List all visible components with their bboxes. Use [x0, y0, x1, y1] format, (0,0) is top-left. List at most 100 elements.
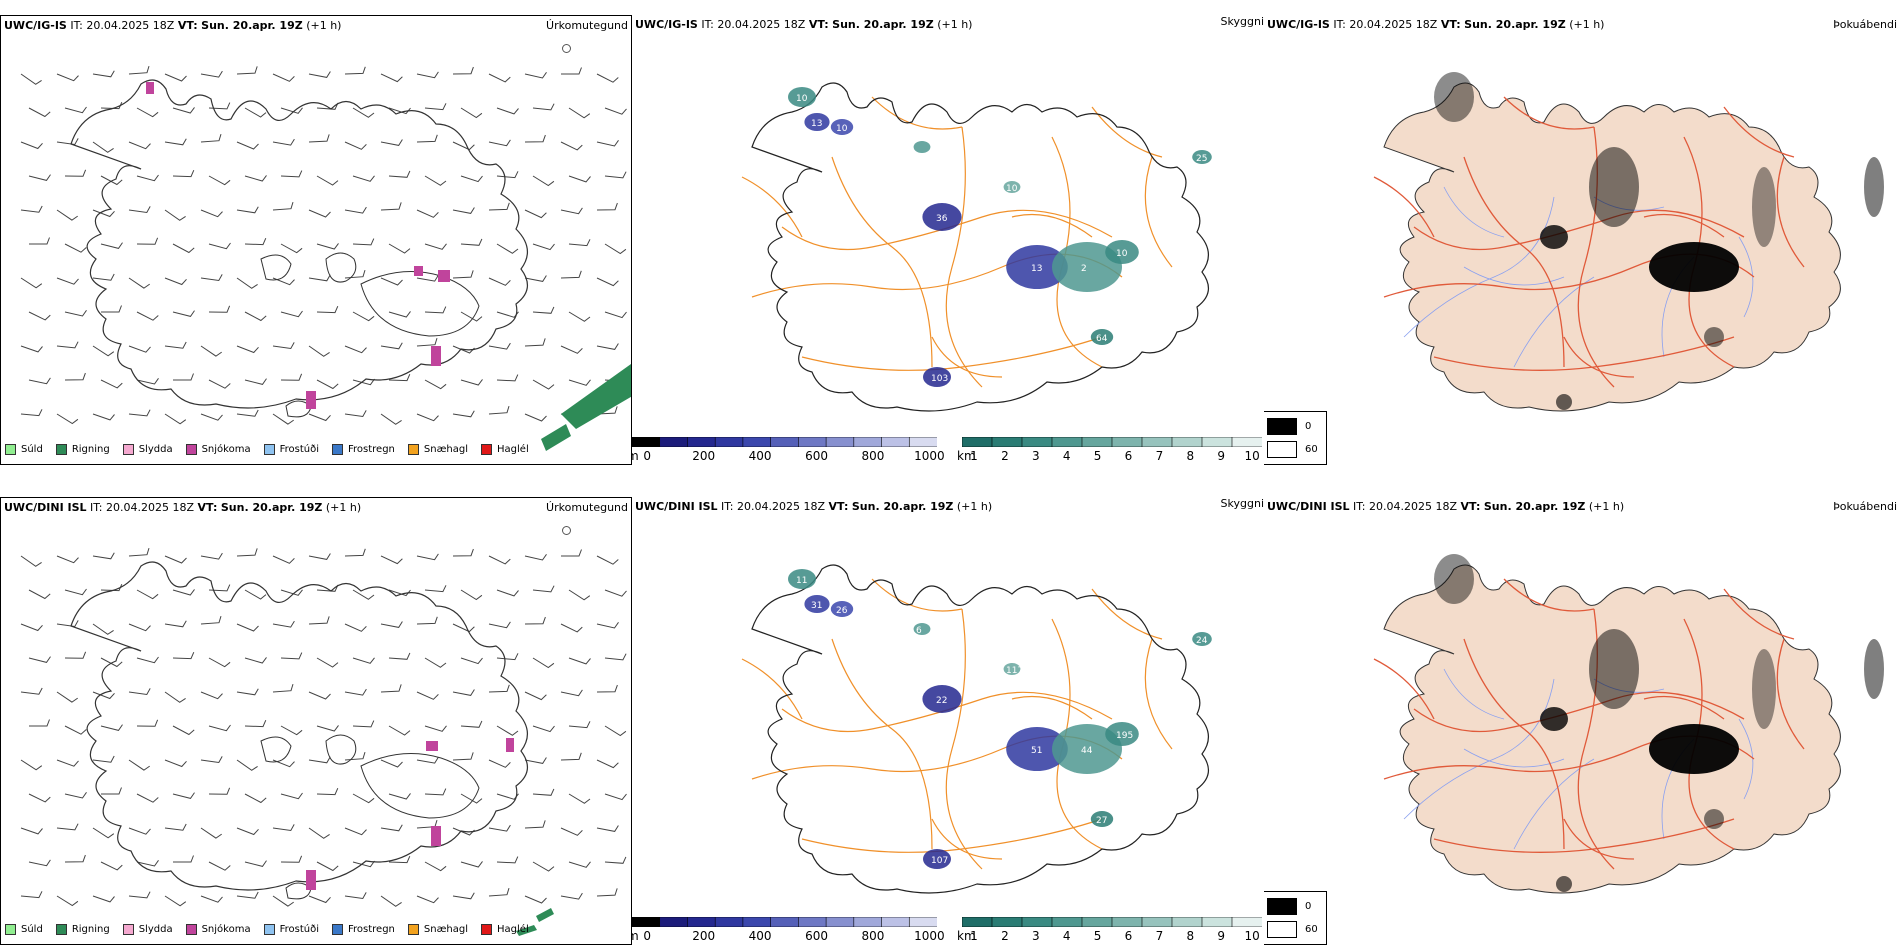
- road: [1723, 588, 1795, 640]
- wind-barb: [344, 141, 367, 150]
- it-value: 20.04.2025 18Z: [1349, 18, 1438, 31]
- wind-barb: [568, 793, 591, 804]
- it-label: IT:: [70, 19, 83, 32]
- wind-barb: [128, 206, 151, 214]
- cloud-label: 64: [1096, 334, 1108, 344]
- river: [1443, 186, 1505, 238]
- wind-barb: [128, 688, 151, 696]
- wind-barb: [424, 379, 447, 390]
- colorbar-segment: [742, 437, 772, 447]
- wind-barb: [424, 175, 447, 186]
- wind-barb: [56, 895, 79, 907]
- model-name: UWC/IG-IS: [1267, 18, 1330, 31]
- wind-barb: [101, 787, 122, 795]
- wind-barb: [308, 553, 331, 560]
- legend-label: Slydda: [138, 924, 173, 935]
- wind-barb: [560, 689, 583, 697]
- it-label: IT:: [721, 500, 734, 513]
- wind-barb: [524, 820, 546, 829]
- wind-barb: [316, 379, 339, 390]
- wind-barb: [308, 71, 331, 78]
- fog-legend-label: 60: [1305, 924, 1318, 935]
- wind-barb: [568, 311, 591, 322]
- fog-title: Þokuábendi: [1833, 500, 1897, 513]
- legend-item: Frostregn: [332, 444, 395, 455]
- wind-barb: [308, 274, 331, 282]
- colorbar-segment: [770, 437, 800, 447]
- precip-panel: UWC/IG-IS IT: 20.04.2025 18Z VT: Sun. 20…: [0, 15, 632, 465]
- wind-barb: [596, 343, 619, 350]
- wind-barb: [488, 342, 511, 350]
- rain-patch: [541, 364, 631, 451]
- wind-barb: [20, 409, 43, 417]
- wind-barb: [308, 616, 330, 625]
- wind-barb: [308, 691, 331, 700]
- wind-barb: [164, 277, 187, 286]
- cloud-map: 10 13 10 36 13 2 10 64 103 10 25: [741, 82, 1212, 412]
- wind-barb: [460, 657, 483, 665]
- cloud-patch: [922, 685, 962, 713]
- colorbar-segment: [659, 917, 689, 927]
- wind-barb: [524, 72, 547, 79]
- colorbar-segment: [742, 917, 772, 927]
- wind-barb: [272, 342, 295, 350]
- wind-barb: [344, 688, 367, 696]
- legend-item: Frostúði: [263, 444, 319, 455]
- wind-barb: [416, 413, 439, 422]
- wind-barb: [164, 73, 187, 82]
- wind-barb: [352, 793, 375, 804]
- wind-barb: [568, 657, 591, 665]
- vt-label: VT:: [1460, 500, 1481, 513]
- snow-patch: [414, 266, 423, 276]
- wind-barb: [64, 792, 87, 799]
- legend-swatch: [407, 924, 419, 935]
- roads: [741, 578, 1173, 870]
- wind-barb: [604, 856, 627, 864]
- road: [1563, 818, 1635, 860]
- wind-barb: [56, 620, 79, 628]
- fog-patch: [1589, 147, 1639, 227]
- wind-barb: [388, 855, 411, 864]
- wind-barb: [568, 379, 591, 386]
- colorbar-segment: [1081, 917, 1113, 927]
- wind-barb: [424, 657, 447, 668]
- wind-barb: [424, 788, 447, 796]
- wind-barb: [524, 338, 546, 347]
- colorbar-tick: 600: [805, 449, 828, 463]
- wind-barb: [244, 378, 267, 385]
- legend-swatch: [55, 924, 67, 935]
- wind-barb: [308, 209, 331, 218]
- wind-barb: [208, 305, 231, 313]
- cloud-patch: [830, 119, 854, 135]
- wind-barb: [236, 409, 259, 417]
- wind-barb: [560, 623, 583, 633]
- wind-barb: [316, 102, 339, 110]
- wind-barb: [172, 107, 195, 114]
- colorbar-segment: [1171, 437, 1203, 447]
- cloud-patches: 10 13 10 36 13 2 10 64 103 10 25: [788, 87, 1212, 387]
- cloud-label: 11: [796, 576, 807, 586]
- wind-barb: [344, 623, 367, 632]
- wind-barb: [272, 555, 295, 564]
- wind-barb: [20, 759, 43, 771]
- colorbar-tick: 3: [1031, 929, 1040, 943]
- fog-map: [1373, 72, 1884, 412]
- wind-barb: [460, 311, 483, 322]
- cloud-title: Skyggni: [1220, 15, 1264, 28]
- wind-barb: [532, 861, 555, 872]
- wind-barb: [164, 895, 187, 907]
- wind-barb: [416, 691, 439, 700]
- wind-barb: [524, 554, 547, 561]
- wind-barb: [136, 174, 159, 182]
- wind-barb: [92, 273, 115, 281]
- wind-barb: [100, 101, 123, 110]
- legend-item: Snæhagl: [407, 924, 468, 935]
- vt-value: Sun. 20.apr. 19Z: [1464, 18, 1566, 31]
- wind-barb: [380, 621, 403, 628]
- snow-patch: [306, 870, 316, 890]
- colorbar-tick: 200: [692, 929, 716, 943]
- colorbar-segment: [991, 437, 1023, 447]
- wind-barb: [64, 854, 86, 863]
- wind-barb: [560, 752, 582, 761]
- snow-patch: [438, 270, 450, 282]
